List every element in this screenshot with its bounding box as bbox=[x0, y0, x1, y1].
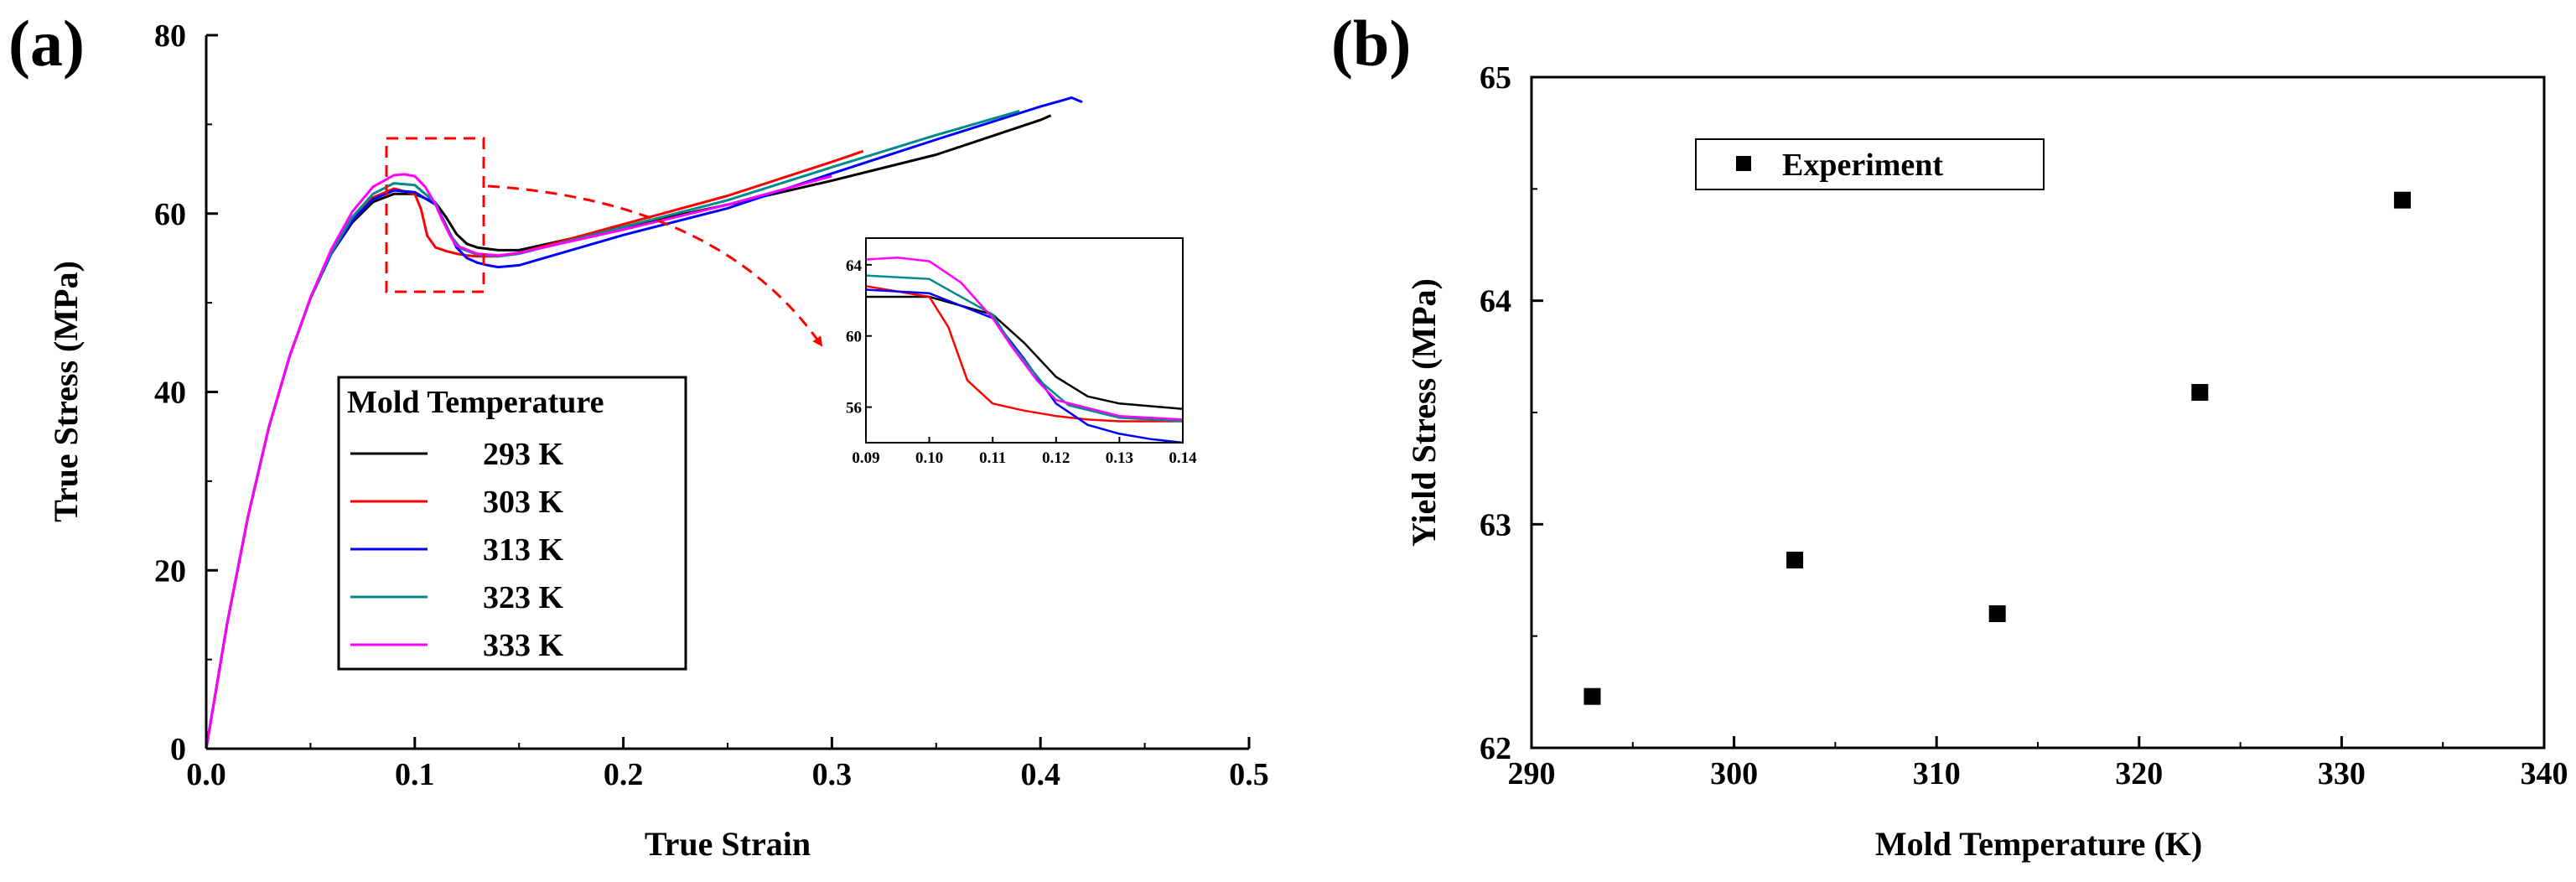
y-tick-label: 40 bbox=[154, 376, 186, 411]
y-tick-label: 63 bbox=[1480, 507, 1511, 542]
x-tick-label: 330 bbox=[2318, 756, 2366, 791]
data-point-303 bbox=[1786, 552, 1804, 568]
inset-series-line bbox=[865, 274, 1184, 423]
series-line-333-k bbox=[205, 173, 832, 750]
panel-b: (b) 290 300 310 320 330 340 62 63 64 65 Mold Tem… bbox=[1331, 7, 2568, 863]
y-tick-label: 64 bbox=[1480, 284, 1511, 319]
x-tick-label: 0.5 bbox=[1229, 757, 1269, 792]
inset-x-ticks: 0.09 0.10 0.11 0.12 0.13 0.14 bbox=[852, 437, 1197, 467]
panel-a-y-title: True Stress (MPa) bbox=[47, 261, 85, 522]
y-tick-label: 20 bbox=[154, 553, 186, 589]
panel-b-y-title: Yield Stress (MPa) bbox=[1405, 278, 1443, 547]
panel-a-series bbox=[205, 96, 1083, 750]
legend-label: 293 K bbox=[483, 437, 564, 472]
x-tick-label: 0.3 bbox=[812, 757, 853, 792]
inset-series-line bbox=[865, 257, 1184, 421]
inset-y-tick-label: 64 bbox=[846, 257, 863, 275]
x-tick-label: 0.0 bbox=[186, 757, 226, 792]
panel-b-legend-label: Experiment bbox=[1782, 148, 1943, 183]
x-tick-label: 300 bbox=[1710, 756, 1758, 791]
inset-y-ticks: 56 60 64 bbox=[846, 257, 872, 418]
data-point-293 bbox=[1583, 687, 1601, 705]
legend-label: 323 K bbox=[483, 580, 564, 615]
inset-series bbox=[865, 257, 1184, 444]
x-tick-label: 0.2 bbox=[604, 757, 644, 792]
y-tick-label: 60 bbox=[154, 197, 186, 232]
panel-b-x-title: Mold Temperature (K) bbox=[1875, 825, 2202, 863]
inset-x-tick-label: 0.11 bbox=[979, 449, 1006, 467]
x-tick-label: 310 bbox=[1913, 756, 1961, 791]
legend-title: Mold Temperature bbox=[347, 385, 604, 420]
panel-a-legend: Mold Temperature 293 K 303 K 313 K 323 K 333… bbox=[337, 376, 687, 671]
panel-a-x-ticks: 0.0 0.1 0.2 0.3 0.4 0.5 bbox=[186, 737, 1269, 792]
inset-x-tick-label: 0.09 bbox=[852, 449, 879, 467]
legend-label: 333 K bbox=[483, 628, 564, 663]
inset-series-line bbox=[865, 285, 1183, 423]
inset-series-line bbox=[865, 288, 1184, 444]
y-tick-label: 65 bbox=[1480, 60, 1511, 96]
y-tick-label: 80 bbox=[154, 18, 186, 54]
legend-label: 303 K bbox=[483, 485, 564, 520]
legend-label: 313 K bbox=[483, 532, 564, 568]
data-point-313 bbox=[1988, 605, 2006, 622]
inset-y-tick-label: 60 bbox=[846, 329, 862, 346]
panel-a-x-title: True Strain bbox=[645, 825, 811, 863]
y-tick-label: 0 bbox=[170, 732, 186, 767]
x-tick-label: 0.4 bbox=[1020, 757, 1060, 792]
panel-b-x-ticks: 290 300 310 320 330 340 bbox=[1508, 736, 2568, 791]
panel-b-y-ticks: 62 63 64 65 bbox=[1480, 60, 1543, 766]
inset-x-tick-label: 0.12 bbox=[1042, 449, 1070, 467]
x-tick-label: 340 bbox=[2521, 756, 2568, 791]
panel-b-label: (b) bbox=[1331, 7, 1411, 80]
panel-a: (a) 0.0 0.1 0.2 0.3 0.4 0.5 0 20 40 60 80 True St… bbox=[8, 7, 1269, 863]
x-tick-label: 290 bbox=[1508, 756, 1556, 791]
data-point-323 bbox=[2191, 384, 2209, 401]
x-tick-label: 0.1 bbox=[395, 757, 435, 792]
panel-a-y-ticks: 0 20 40 60 80 bbox=[154, 18, 218, 767]
panel-b-legend-frame bbox=[1695, 138, 2045, 190]
inset-x-tick-label: 0.14 bbox=[1169, 449, 1197, 467]
data-point-333 bbox=[2393, 191, 2411, 209]
inset-frame bbox=[865, 237, 1184, 444]
zoom-region-box bbox=[385, 137, 485, 293]
panel-b-legend-marker bbox=[1736, 156, 1751, 171]
panel-a-label: (a) bbox=[8, 7, 85, 80]
x-tick-label: 320 bbox=[2115, 756, 2163, 791]
inset-series-line bbox=[866, 295, 1184, 410]
panel-b-legend: Experiment bbox=[1695, 138, 2045, 190]
legend-frame bbox=[337, 376, 687, 671]
zoom-arrow bbox=[487, 184, 823, 347]
inset-y-tick-label: 56 bbox=[846, 400, 862, 418]
inset-x-tick-label: 0.13 bbox=[1106, 449, 1133, 467]
legend-items: 293 K 303 K 313 K 323 K 333 K bbox=[350, 437, 564, 663]
inset-x-tick-label: 0.10 bbox=[915, 449, 943, 467]
panel-b-points bbox=[1583, 191, 2411, 705]
inset-chart: 0.09 0.10 0.11 0.12 0.13 0.14 56 60 64 bbox=[846, 237, 1197, 467]
y-tick-label: 62 bbox=[1480, 731, 1511, 766]
